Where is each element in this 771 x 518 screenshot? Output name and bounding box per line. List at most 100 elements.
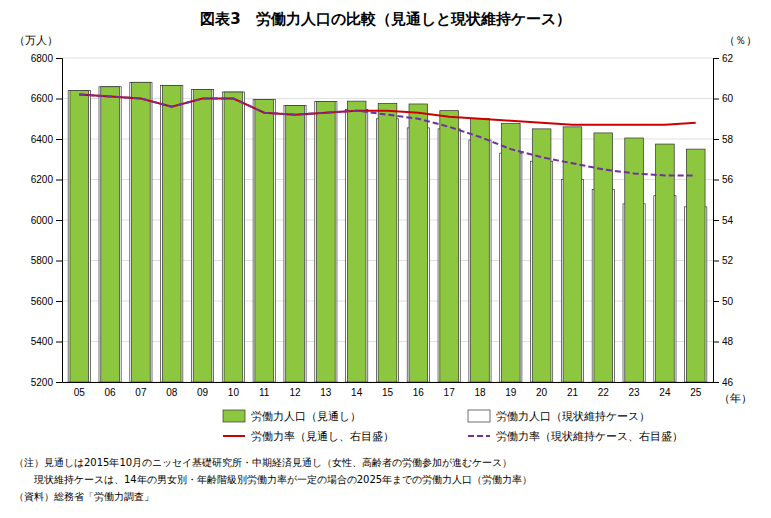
tick-label: 13 bbox=[320, 387, 332, 398]
tick-mark bbox=[713, 301, 719, 302]
tick: 18 bbox=[474, 387, 486, 398]
tick: 12 bbox=[289, 387, 301, 398]
tick-label: 23 bbox=[629, 387, 641, 398]
tick-label: 18 bbox=[474, 387, 486, 398]
tick: 6800 bbox=[31, 53, 62, 64]
line bbox=[79, 94, 695, 124]
x-axis: 0506070809101112131415161718192021222324… bbox=[63, 383, 714, 399]
tick: 22 bbox=[598, 387, 610, 398]
tick: 5200 bbox=[31, 377, 62, 388]
tick-label: 58 bbox=[722, 134, 734, 145]
bar bbox=[409, 104, 428, 382]
bar bbox=[191, 89, 213, 382]
legend-item: 労働力人口（現状維持ケース） bbox=[468, 410, 650, 423]
tick-mark bbox=[713, 139, 719, 140]
tick-mark bbox=[56, 382, 62, 383]
tick: 15 bbox=[382, 387, 394, 398]
bar bbox=[656, 144, 675, 382]
tick: 56 bbox=[713, 174, 734, 185]
tick: 20 bbox=[536, 387, 548, 398]
legend-label: 労働力率（現状維持ケース、右目盛） bbox=[496, 430, 683, 443]
grid-line bbox=[62, 58, 713, 59]
tick-label: 46 bbox=[722, 377, 734, 388]
annotation: （資料）総務省「労働力調査」 bbox=[14, 491, 154, 502]
annotation: 現状維持ケースは、14年の男女別・年齢階級別労働力率が一定の場合の2025年まで… bbox=[14, 474, 532, 485]
legend-swatch bbox=[223, 435, 245, 437]
tick-label: 48 bbox=[722, 336, 734, 347]
legend-swatch bbox=[223, 410, 245, 422]
bar bbox=[501, 124, 520, 382]
tick: 6600 bbox=[31, 93, 62, 104]
axis-line bbox=[714, 59, 720, 383]
tick-label: 21 bbox=[567, 387, 579, 398]
bar bbox=[130, 82, 152, 382]
tick-mark bbox=[713, 58, 719, 59]
tick-label: 24 bbox=[659, 387, 671, 398]
tick-label: 60 bbox=[722, 93, 734, 104]
tick-label: 5200 bbox=[31, 377, 54, 388]
tick-label: 12 bbox=[289, 387, 301, 398]
tick-label: 6800 bbox=[31, 53, 54, 64]
tick-label: 07 bbox=[135, 387, 147, 398]
tick-label: 11 bbox=[259, 387, 270, 398]
tick: 5600 bbox=[31, 296, 62, 307]
bar bbox=[686, 149, 705, 382]
tick: 52 bbox=[713, 255, 734, 266]
tick-mark bbox=[56, 139, 62, 140]
tick-mark bbox=[713, 99, 719, 100]
grid bbox=[62, 58, 713, 382]
tick: 08 bbox=[166, 387, 178, 398]
tick-label: 06 bbox=[105, 387, 117, 398]
legend-swatch bbox=[468, 435, 490, 437]
axis-line bbox=[56, 59, 63, 383]
bar bbox=[162, 85, 181, 382]
tick: 6200 bbox=[31, 174, 62, 185]
tick-label: 25 bbox=[690, 387, 702, 398]
tick: 07 bbox=[135, 387, 147, 398]
tick-label: 56 bbox=[722, 174, 734, 185]
bar bbox=[222, 92, 244, 382]
tick-label: 15 bbox=[382, 387, 394, 398]
bar bbox=[70, 90, 89, 382]
tick-label: 14 bbox=[351, 387, 363, 398]
bar bbox=[193, 89, 212, 382]
legend-item: 労働力人口（見通し） bbox=[223, 410, 361, 423]
legend-item: 労働力率（現状維持ケース、右目盛） bbox=[468, 430, 683, 443]
bar bbox=[532, 129, 551, 382]
tick-mark bbox=[56, 342, 62, 343]
tick-label: 10 bbox=[228, 387, 240, 398]
tick: 11 bbox=[259, 387, 270, 398]
tick: 13 bbox=[320, 387, 332, 398]
tick-mark bbox=[713, 382, 719, 383]
bar bbox=[625, 138, 644, 382]
tick: 6400 bbox=[31, 134, 62, 145]
tick: 46 bbox=[713, 377, 734, 388]
bar bbox=[99, 87, 121, 382]
y2-axis-title: （％） bbox=[724, 34, 757, 47]
tick-mark bbox=[56, 301, 62, 302]
tick-mark bbox=[56, 261, 62, 262]
tick-label: 08 bbox=[166, 387, 178, 398]
legend-swatch bbox=[468, 410, 490, 422]
tick-label: 6000 bbox=[31, 215, 54, 226]
legend-item: 労働力率（見通し、右目盛） bbox=[223, 430, 394, 443]
legend-label: 労働力人口（見通し） bbox=[251, 410, 361, 423]
tick: 05 bbox=[74, 387, 86, 398]
axis-line bbox=[63, 382, 714, 383]
tick-label: 22 bbox=[598, 387, 610, 398]
tick: 50 bbox=[713, 296, 734, 307]
tick-label: 05 bbox=[74, 387, 86, 398]
bar bbox=[101, 87, 120, 382]
tick-label: 6400 bbox=[31, 134, 54, 145]
plot-area bbox=[68, 82, 707, 382]
bar bbox=[161, 85, 183, 382]
tick-mark bbox=[56, 220, 62, 221]
bar bbox=[255, 100, 274, 382]
bar bbox=[471, 118, 490, 382]
bar bbox=[132, 82, 151, 382]
y2-axis: 464850525456586062 bbox=[713, 53, 734, 388]
tick: 14 bbox=[351, 387, 363, 398]
y-axis-title: （万人） bbox=[14, 34, 58, 47]
tick-mark bbox=[56, 58, 62, 59]
bar-series bbox=[70, 82, 705, 382]
